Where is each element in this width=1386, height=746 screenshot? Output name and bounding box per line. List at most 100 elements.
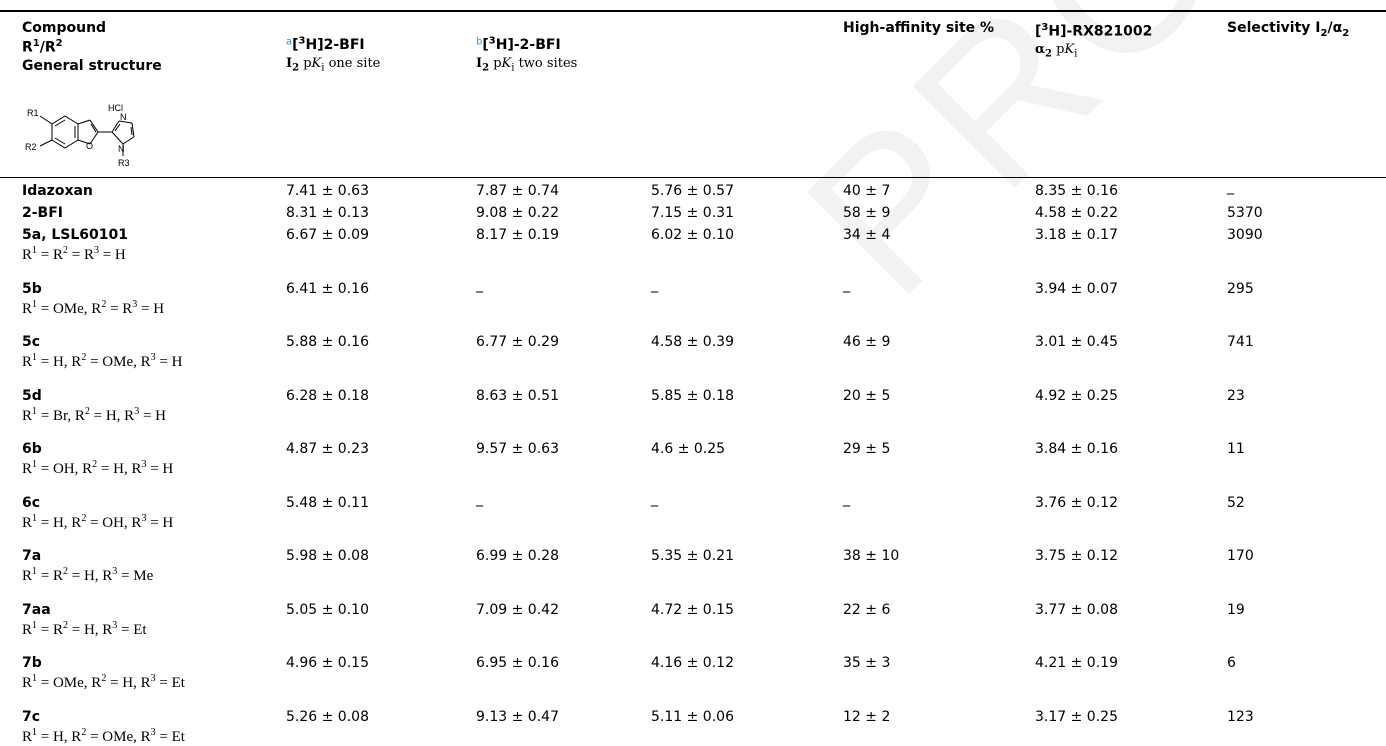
substituent-formula: R1 = OMe, R2 = H, R3 = Et: [22, 673, 185, 691]
substituent-formula: R1 = R2 = H, R3 = Me: [22, 566, 154, 584]
header-compound-line2: R1/R2: [22, 38, 63, 56]
compound-name: 5b: [22, 280, 42, 297]
header-two-sites: b[3H]-2-BFI I2 pKi two sites: [476, 33, 577, 76]
cell-v2: 9.08 ± 0.22: [476, 205, 559, 221]
header-two-sites-sub: I2 pKi two sites: [476, 55, 578, 74]
cell-v5: 8.35 ± 0.16: [1035, 183, 1118, 199]
footnote-mark-b: b: [476, 36, 483, 48]
cell-v2: 8.63 ± 0.51: [476, 387, 559, 404]
cell-v2: 7.87 ± 0.74: [476, 183, 559, 199]
cell-v1: 4.96 ± 0.15: [286, 655, 369, 671]
cell-v4: _: [843, 276, 850, 293]
cell-v1: 5.98 ± 0.08: [286, 548, 369, 564]
cell-v5: 3.94 ± 0.07: [1035, 280, 1118, 297]
header-high-affinity: High-affinity site %: [843, 20, 995, 36]
substituent-formula: R1 = OH, R2 = H, R3 = H: [22, 459, 174, 477]
header-general-structure: General structure: [22, 57, 162, 74]
header-selectivity: Selectivity I2/α2: [1227, 20, 1350, 39]
cell-v5: 3.77 ± 0.08: [1035, 601, 1118, 618]
general-structure-diagram: HCl N N O R1 R2 R3: [25, 103, 135, 168]
header-one-site-title: [3H]2-BFI: [292, 35, 365, 53]
cell-v1: 5.88 ± 0.16: [286, 334, 369, 350]
compound-name: 5d: [22, 387, 42, 404]
cell-v3: 4.72 ± 0.15: [651, 601, 734, 618]
substituent-formula: R1 = R2 = H, R3 = Et: [22, 619, 147, 638]
cell-v2: 6.95 ± 0.16: [476, 655, 559, 671]
cell-v3: 6.02 ± 0.10: [651, 227, 734, 243]
cell-v5: 3.17 ± 0.25: [1035, 708, 1118, 725]
cell-v2: 8.17 ± 0.19: [476, 227, 559, 243]
cell-v6: 6: [1227, 655, 1236, 671]
cell-v1: 5.05 ± 0.10: [286, 601, 369, 618]
cell-v6: 5370: [1227, 205, 1263, 221]
cell-v2: 7.09 ± 0.42: [476, 601, 559, 618]
substituent-formula: R1 = OMe, R2 = R3 = H: [22, 298, 165, 317]
compound-name: 6c: [22, 494, 41, 511]
structure-r2-label: R2: [25, 142, 37, 152]
cell-v4: 34 ± 4: [843, 227, 891, 243]
structure-hcl-label: HCl: [108, 103, 123, 113]
cell-v6: 23: [1227, 387, 1245, 404]
cell-v4: 46 ± 9: [843, 334, 891, 350]
cell-v4: 12 ± 2: [843, 708, 891, 725]
cell-v5: 3.76 ± 0.12: [1035, 494, 1118, 511]
structure-r1-label: R1: [27, 108, 39, 118]
cell-v4: _: [843, 490, 850, 507]
cell-v2: 6.77 ± 0.29: [476, 334, 559, 350]
cell-v5: 3.01 ± 0.45: [1035, 334, 1118, 350]
cell-v3: 4.16 ± 0.12: [651, 655, 734, 671]
cell-v2: 6.99 ± 0.28: [476, 548, 559, 564]
structure-n2-label: N: [118, 144, 125, 154]
cell-v3: _: [651, 276, 658, 293]
header-one-site-sub: I2 pKi one site: [286, 55, 381, 74]
cell-v2: _: [476, 490, 483, 507]
cell-v3: 5.76 ± 0.57: [651, 183, 734, 199]
cell-v6: _: [1227, 179, 1234, 195]
header-compound-line1: Compound: [22, 20, 107, 36]
compound-name: 2-BFI: [22, 205, 63, 221]
cell-v6: 295: [1227, 280, 1254, 297]
cell-v4: 22 ± 6: [843, 601, 891, 618]
compound-name: 7c: [22, 708, 41, 725]
cell-v1: 6.67 ± 0.09: [286, 227, 369, 243]
cell-v4: 38 ± 10: [843, 548, 900, 564]
compound-name: 6b: [22, 441, 42, 457]
cell-v1: 5.48 ± 0.11: [286, 494, 369, 511]
cell-v2: _: [476, 276, 483, 293]
header-one-site: a[3H]2-BFI I2 pKi one site: [286, 33, 380, 76]
cell-v6: 52: [1227, 494, 1245, 511]
structure-r3-label: R3: [118, 158, 130, 168]
cell-v2: 9.13 ± 0.47: [476, 708, 559, 725]
cell-v3: _: [651, 490, 658, 507]
compound-name: Idazoxan: [22, 183, 93, 199]
cell-v3: 7.15 ± 0.31: [651, 205, 734, 221]
compound-name: 5c: [22, 334, 41, 350]
cell-v6: 3090: [1227, 227, 1263, 243]
cell-v5: 3.18 ± 0.17: [1035, 227, 1118, 243]
cell-v3: 5.11 ± 0.06: [651, 708, 734, 725]
cell-v1: 6.28 ± 0.18: [286, 387, 369, 404]
cell-v6: 741: [1227, 334, 1254, 350]
cell-v1: 4.87 ± 0.23: [286, 441, 369, 457]
cell-v3: 5.35 ± 0.21: [651, 548, 734, 564]
cell-v3: 4.58 ± 0.39: [651, 334, 734, 350]
header-compound: Compound R1/R2 General structure: [22, 20, 162, 74]
table-top-rule: [0, 10, 1386, 12]
substituent-formula: R1 = H, R2 = OMe, R3 = Et: [22, 726, 185, 745]
cell-v5: 4.21 ± 0.19: [1035, 655, 1118, 671]
substituent-formula: R1 = H, R2 = OMe, R3 = H: [22, 352, 183, 370]
header-two-sites-title: [3H]-2-BFI: [482, 35, 561, 53]
header-rx821002-title: [3H]-RX821002: [1035, 22, 1153, 40]
structure-o-label: O: [86, 141, 93, 151]
cell-v5: 4.58 ± 0.22: [1035, 205, 1118, 221]
cell-v3: 5.85 ± 0.18: [651, 387, 734, 404]
compound-name: 7a: [22, 548, 42, 564]
compound-name: 5a, LSL60101: [22, 227, 129, 243]
cell-v1: 6.41 ± 0.16: [286, 280, 369, 297]
substituent-formula: R1 = Br, R2 = H, R3 = H: [22, 405, 166, 424]
cell-v3: 4.6 ± 0.25: [651, 441, 726, 457]
cell-v2: 9.57 ± 0.63: [476, 441, 559, 457]
cell-v6: 170: [1227, 548, 1254, 564]
cell-v1: 7.41 ± 0.63: [286, 183, 369, 199]
